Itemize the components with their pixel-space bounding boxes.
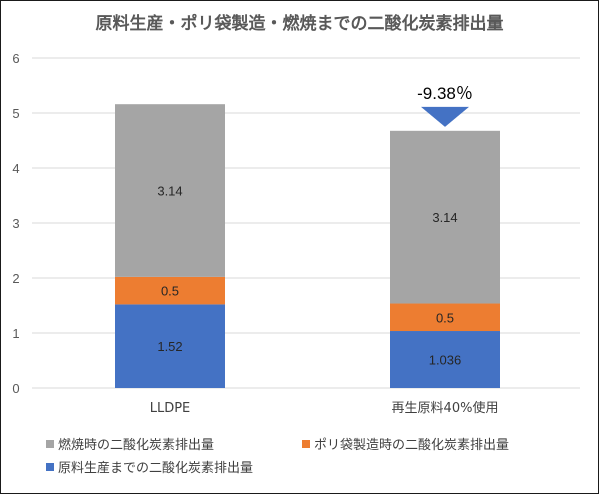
category-label: LLDPE [150, 401, 191, 416]
bars [115, 104, 500, 388]
legend-swatch [302, 439, 310, 448]
y-tick-label: 2 [12, 271, 19, 286]
data-labels: 1.52 0.5 3.14 1.036 0.5 3.14 [157, 184, 461, 368]
data-label: 0.5 [161, 284, 179, 299]
legend-item: 燃焼時の二酸化炭素排出量 [46, 434, 214, 453]
bar-segment-1-1 [390, 303, 500, 332]
legend-label: 燃焼時の二酸化炭素排出量 [58, 438, 215, 453]
down-triangle-icon [421, 106, 469, 127]
legend-label: 原料生産までの二酸化炭素排出量 [58, 461, 254, 476]
data-label: 1.036 [429, 353, 462, 368]
data-label: 3.14 [432, 210, 457, 225]
y-tick-label: 1 [12, 326, 19, 341]
bar-segment-2-0 [115, 104, 225, 277]
data-label: 3.14 [157, 184, 182, 199]
bar-segment-2-1 [390, 130, 500, 304]
y-tick-label: 5 [12, 106, 19, 121]
data-label: 1.52 [157, 339, 182, 354]
bar-segment-1-0 [115, 276, 225, 305]
y-tick-label: 6 [12, 51, 19, 66]
legend-item: ポリ袋製造時の二酸化炭素排出量 [302, 434, 509, 453]
y-tick-label: 3 [12, 216, 19, 231]
y-axis-ticks: 0 1 2 3 4 5 6 [12, 51, 19, 396]
y-tick-label: 0 [12, 381, 19, 396]
reduction-annotation: -9.38％ [417, 84, 473, 127]
x-axis-categories: LLDPE 再生原料40%使用 [150, 400, 499, 416]
category-label: 再生原料40%使用 [392, 400, 499, 416]
legend-swatch [46, 462, 54, 471]
chart-title: 原料生産・ポリ袋製造・燃焼までの二酸化炭素排出量 [95, 14, 504, 34]
data-label: 0.5 [436, 310, 454, 325]
bar-segment-0-1 [390, 331, 500, 388]
legend-swatch [46, 439, 54, 448]
legend-label: ポリ袋製造時の二酸化炭素排出量 [314, 438, 510, 453]
y-tick-label: 4 [12, 161, 19, 176]
bar-segment-0-0 [115, 304, 225, 388]
legend-item: 原料生産までの二酸化炭素排出量 [46, 457, 253, 476]
reduction-label: -9.38％ [417, 84, 473, 103]
